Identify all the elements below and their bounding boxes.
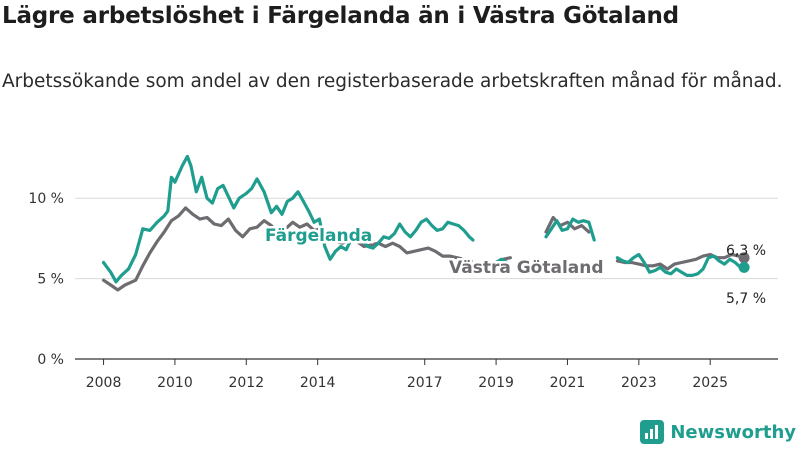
series-line-vastra-gotaland xyxy=(544,215,591,234)
series-label-vastra-gotaland: Västra Götaland xyxy=(449,258,604,278)
end-label-fargelanda: 5,7 % xyxy=(726,291,766,307)
x-tick-label: 2012 xyxy=(228,375,264,391)
series-line-fargelanda xyxy=(615,252,746,277)
x-tick-label: 2021 xyxy=(550,375,586,391)
chart-title: Lägre arbetslöshet i Färgelanda än i Väs… xyxy=(2,3,679,29)
series-label-fargelanda: Färgelanda xyxy=(265,226,372,246)
end-dot-fargelanda xyxy=(738,261,750,273)
y-tick-label: 0 % xyxy=(37,352,64,368)
chart-subtitle: Arbetssökande som andel av den registerb… xyxy=(2,71,783,92)
series-line-fargelanda xyxy=(101,154,475,284)
brand-logo-block: Newsworthy xyxy=(640,420,796,444)
y-tick-label: 5 % xyxy=(37,272,64,288)
x-tick-label: 2023 xyxy=(621,375,657,391)
brand-name: Newsworthy xyxy=(670,421,796,443)
x-tick-label: 2017 xyxy=(407,375,443,391)
end-label-vastra-gotaland: 6,3 % xyxy=(726,243,766,259)
series-line-fargelanda xyxy=(494,257,509,265)
y-tick-label: 10 % xyxy=(28,191,64,207)
end-dot-vastra-gotaland xyxy=(738,252,750,264)
newsworthy-logo-icon xyxy=(640,420,665,444)
series-line-vastra-gotaland xyxy=(101,206,473,292)
x-tick-label: 2008 xyxy=(86,375,122,391)
x-tick-label: 2010 xyxy=(157,375,193,391)
series-line-fargelanda xyxy=(544,217,596,242)
x-tick-label: 2019 xyxy=(478,375,514,391)
series-line-vastra-gotaland xyxy=(615,252,746,271)
x-tick-label: 2014 xyxy=(300,375,336,391)
x-tick-label: 2025 xyxy=(692,375,728,391)
